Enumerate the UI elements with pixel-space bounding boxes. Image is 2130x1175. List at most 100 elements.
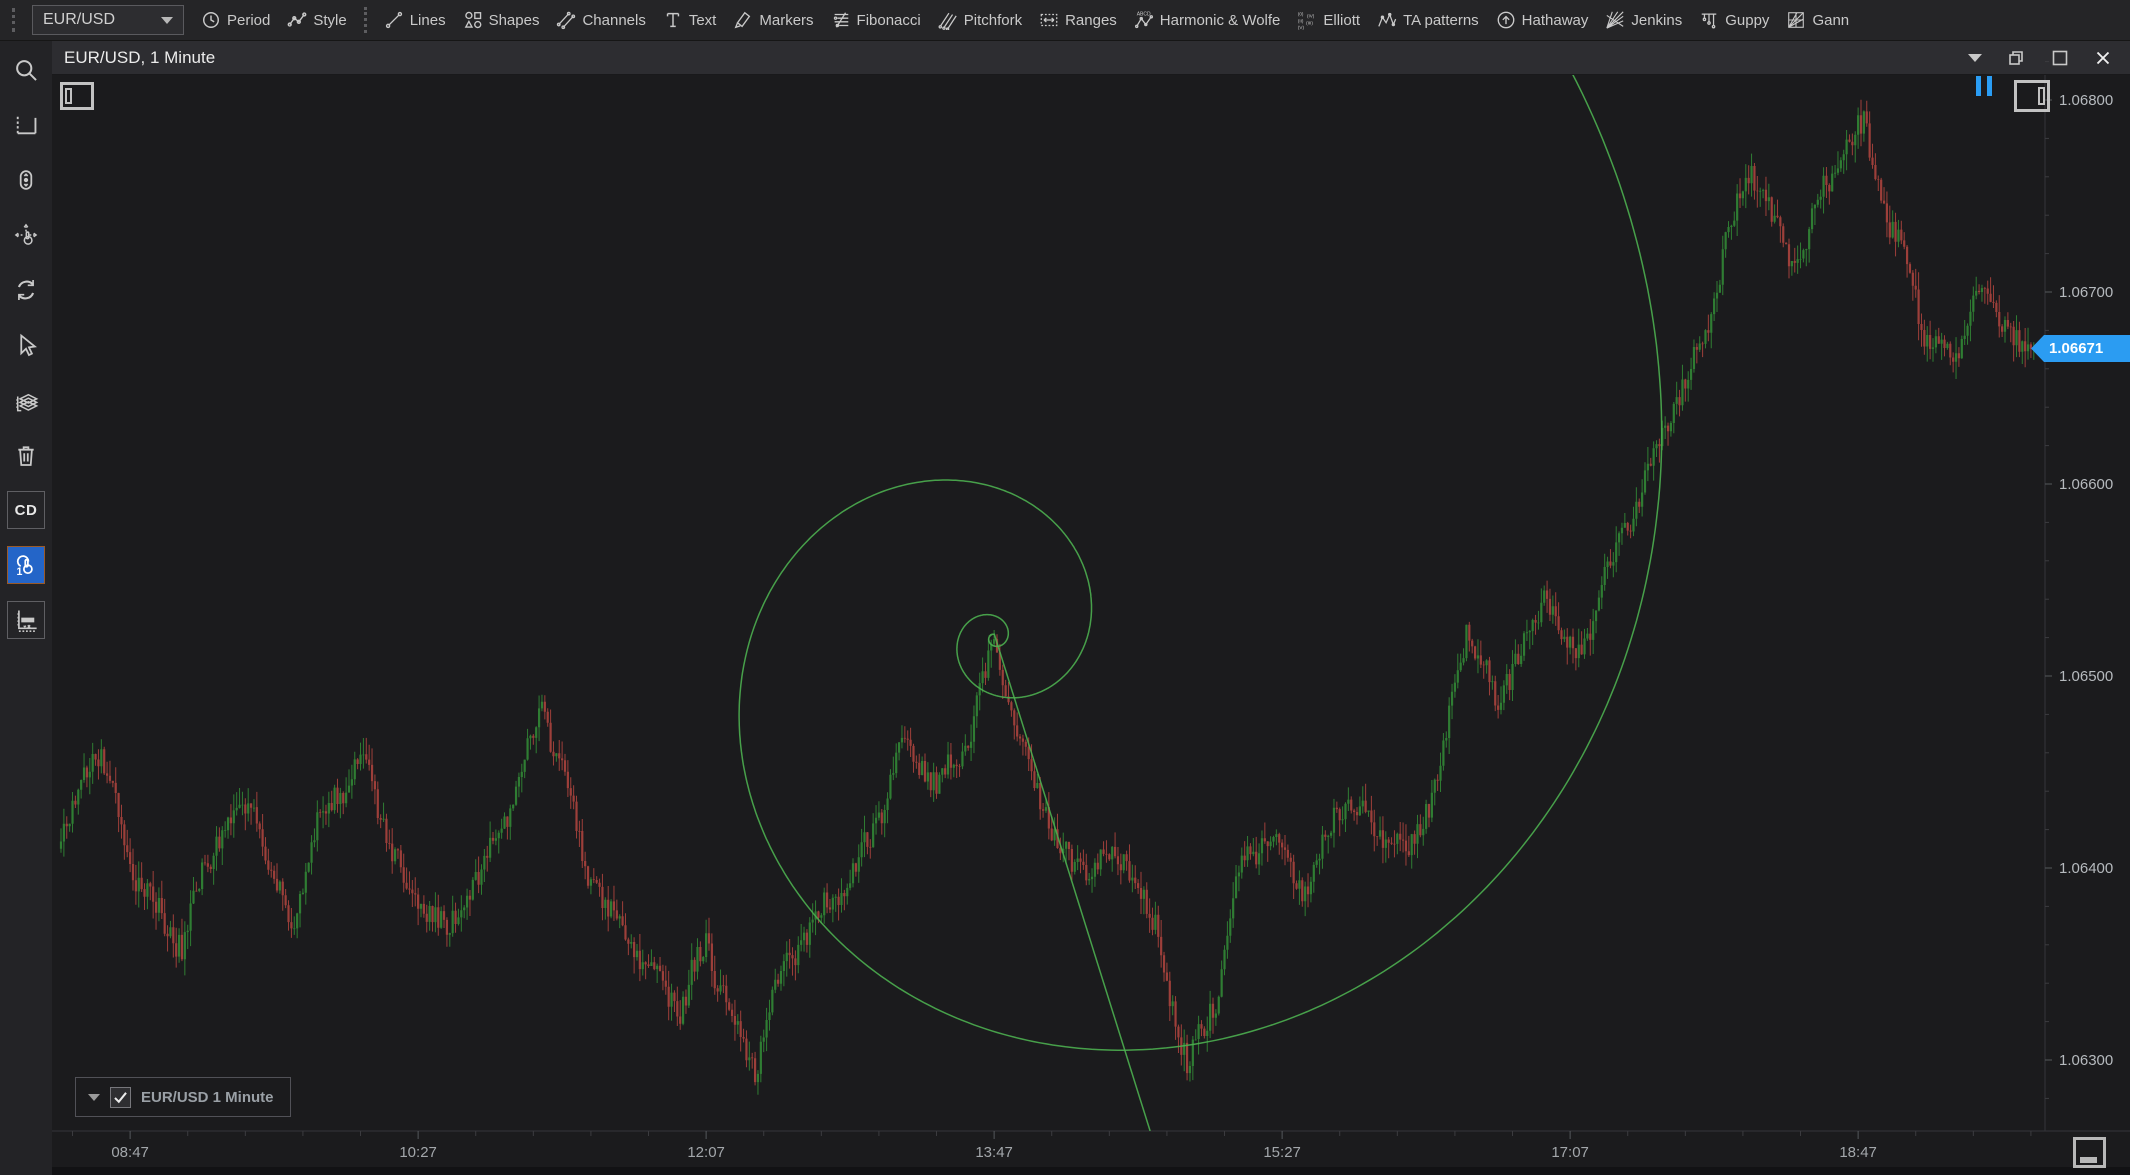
collapse-button[interactable] xyxy=(1968,53,1982,62)
fibonacci-button[interactable]: Fibonacci xyxy=(831,10,921,30)
svg-text:1.06500: 1.06500 xyxy=(2059,668,2113,685)
svg-text:1.06600: 1.06600 xyxy=(2059,476,2113,493)
fibonacci-icon xyxy=(833,12,848,28)
lines-button[interactable]: Lines xyxy=(384,10,446,30)
bottom-panel-bar-icon xyxy=(2080,1157,2097,1163)
period-button[interactable]: Period xyxy=(201,10,270,30)
svg-text:ABCD: ABCD xyxy=(1137,11,1151,17)
market-depth-button[interactable] xyxy=(7,601,45,639)
jenkins-button[interactable]: Jenkins xyxy=(1605,10,1682,30)
trash-icon xyxy=(18,446,34,466)
chart-titlebar: EUR/USD, 1 Minute xyxy=(52,41,2130,75)
svg-text:1.06300: 1.06300 xyxy=(2059,1052,2113,1069)
harmonic-abcd-icon: ABCD xyxy=(1134,11,1153,29)
svg-text:(V): (V) xyxy=(1298,25,1305,30)
delete-button[interactable] xyxy=(7,436,45,474)
svg-text:08:47: 08:47 xyxy=(111,1144,149,1161)
svg-text:1.06800: 1.06800 xyxy=(2059,92,2113,109)
tool-sidebar: CD 1 xyxy=(0,41,52,1175)
ta-pattern-icon xyxy=(1378,12,1397,27)
chart-area: 1.06800 1.06700 1.06600 1.06500 1.06400 1.063… xyxy=(52,61,2130,1175)
markers-button[interactable]: Markers xyxy=(733,10,814,30)
one-click-hand-icon: 1 xyxy=(17,555,33,578)
mouse-scroll-icon xyxy=(19,170,33,190)
close-icon xyxy=(2096,51,2110,64)
svg-text:18:47: 18:47 xyxy=(1839,1144,1877,1161)
chart-title: EUR/USD, 1 Minute xyxy=(64,47,216,67)
marker-pen-icon xyxy=(734,11,751,29)
restore-button[interactable] xyxy=(2006,48,2026,68)
market-depth-icon xyxy=(17,610,37,633)
svg-text:(IV): (IV) xyxy=(1307,13,1315,18)
price-scale-icon xyxy=(16,116,37,135)
symbol-select[interactable]: EUR/USD xyxy=(32,5,184,35)
elliott-waves-icon: (0) (IV) (II) (III) (V) xyxy=(1298,11,1315,30)
show-left-panel-button[interactable] xyxy=(60,82,94,110)
cursor-button[interactable] xyxy=(7,326,45,364)
right-panel-bar-icon xyxy=(2038,87,2045,105)
series-legend[interactable]: EUR/USD 1 Minute xyxy=(75,1077,291,1117)
trend-line-icon xyxy=(385,11,402,29)
svg-text:(III): (III) xyxy=(1306,21,1313,26)
close-button[interactable] xyxy=(2094,49,2112,67)
jenkins-fan-icon xyxy=(1606,11,1624,29)
toolbar-separator xyxy=(363,7,367,33)
chevron-down-icon xyxy=(161,16,173,24)
style-button[interactable]: Style xyxy=(287,10,347,30)
layers-icon xyxy=(16,393,39,412)
channel-lines-icon xyxy=(557,11,576,30)
series-visibility-checkbox[interactable] xyxy=(110,1086,131,1108)
pause-button[interactable] xyxy=(1976,76,1992,96)
restore-icon xyxy=(2009,50,2023,65)
sync-button[interactable] xyxy=(7,271,45,309)
pitchfork-icon xyxy=(938,12,957,30)
layers-button[interactable] xyxy=(7,381,45,419)
search-icon xyxy=(16,60,37,81)
hathaway-button[interactable]: Hathaway xyxy=(1496,10,1588,30)
pause-icon xyxy=(1987,76,1992,96)
guppy-icon xyxy=(1701,13,1717,29)
legend-collapse-icon[interactable] xyxy=(88,1093,100,1101)
check-icon xyxy=(114,1091,127,1103)
harmonic-wolfe-button[interactable]: ABCD Harmonic & Wolfe xyxy=(1134,10,1280,30)
search-button[interactable] xyxy=(7,51,45,89)
chart-style-icon xyxy=(287,12,307,27)
pause-icon xyxy=(1976,76,1981,96)
svg-text:13:47: 13:47 xyxy=(975,1144,1013,1161)
maximize-button[interactable] xyxy=(2050,48,2070,68)
svg-text:1: 1 xyxy=(17,566,23,578)
pitchfork-button[interactable]: Pitchfork xyxy=(938,10,1022,30)
gann-grid-icon xyxy=(1788,12,1805,28)
toolbar-grip-handle[interactable] xyxy=(12,8,15,32)
svg-text:1.06400: 1.06400 xyxy=(2059,860,2113,877)
shapes-button[interactable]: Shapes xyxy=(463,10,539,30)
pan-mode-button[interactable] xyxy=(7,216,45,254)
price-scale-button[interactable] xyxy=(7,106,45,144)
shapes-icon xyxy=(464,11,481,29)
elliott-button[interactable]: (0) (IV) (II) (III) (V) Elliott xyxy=(1298,11,1361,30)
guppy-button[interactable]: Guppy xyxy=(1699,10,1769,30)
symbol-select-value: EUR/USD xyxy=(43,11,116,28)
show-bottom-panel-button[interactable] xyxy=(2073,1137,2106,1168)
hathaway-compass-icon xyxy=(1497,11,1515,29)
text-tool-icon xyxy=(666,12,680,28)
svg-text:10:27: 10:27 xyxy=(399,1144,437,1161)
ranges-icon xyxy=(1040,13,1058,27)
ta-patterns-button[interactable]: TA patterns xyxy=(1377,10,1479,30)
svg-text:1.06700: 1.06700 xyxy=(2059,284,2113,301)
svg-text:12:07: 12:07 xyxy=(687,1144,725,1161)
svg-text:15:27: 15:27 xyxy=(1263,1144,1301,1161)
ranges-button[interactable]: Ranges xyxy=(1039,10,1117,30)
text-button[interactable]: Text xyxy=(663,10,716,30)
mouse-scroll-button[interactable] xyxy=(7,161,45,199)
gann-button[interactable]: Gann xyxy=(1786,10,1849,30)
series-legend-label: EUR/USD 1 Minute xyxy=(141,1088,274,1106)
pan-hand-icon xyxy=(14,223,38,245)
svg-text:(II): (II) xyxy=(1298,19,1304,24)
cd-button[interactable]: CD xyxy=(7,491,45,529)
chart-window: EUR/USD, 1 Minute 1.06800 1.06700 1.06600 1… xyxy=(52,41,2130,1175)
show-right-panel-button[interactable] xyxy=(2014,80,2050,112)
channels-button[interactable]: Channels xyxy=(556,10,646,30)
one-click-trading-button[interactable]: 1 xyxy=(7,546,45,584)
